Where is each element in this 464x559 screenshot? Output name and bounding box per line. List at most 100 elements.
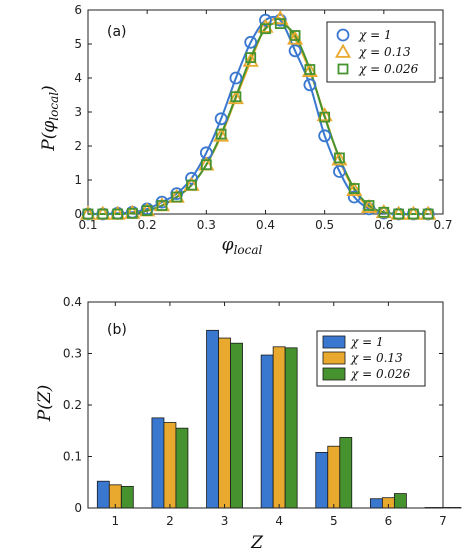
y-tick-label-a: 6 (74, 3, 82, 17)
y-tick-label-a: 0 (74, 207, 82, 221)
circle-marker-series-1 (333, 165, 346, 178)
circle-marker-series-1 (288, 44, 302, 58)
x-tick-label-a: 0.3 (197, 218, 216, 232)
square-marker-series-3 (126, 207, 138, 219)
bar-series-3 (448, 507, 462, 509)
y-tick-label-b: 0 (74, 501, 82, 515)
legend-marker-a (336, 28, 350, 42)
x-tick-label-a: 0.4 (256, 218, 275, 232)
legend-marker-a (334, 43, 352, 58)
square-marker-series-3 (319, 111, 331, 123)
square-marker-series-3 (97, 208, 109, 220)
axes-border-b (87, 301, 444, 509)
square-marker-series-3 (378, 206, 390, 218)
legend-marker-a (337, 63, 349, 75)
legend-label-a: χ = 0.13 (358, 45, 411, 59)
bar-series-3 (230, 342, 243, 509)
legend-label-a: χ = 1 (358, 28, 392, 42)
legend-swatch-b (322, 367, 346, 381)
triangle-marker-series-2 (331, 151, 348, 166)
circle-marker-series-1 (318, 129, 332, 143)
triangle-marker-series-2 (287, 30, 304, 45)
square-marker-series-3 (348, 183, 360, 194)
legend-label-b: χ = 0.026 (350, 367, 411, 381)
square-marker-series-3 (289, 30, 301, 41)
x-tick-label-b: 3 (221, 514, 229, 528)
x-tick-label-b: 5 (330, 514, 338, 528)
x-tick-label-a: 0.6 (374, 218, 393, 232)
y-tick-label-a: 3 (74, 105, 82, 119)
fit-line-series-3 (88, 22, 429, 216)
circle-marker-series-1 (185, 171, 198, 185)
triangle-marker-series-2 (301, 62, 318, 77)
circle-marker-series-1 (229, 71, 243, 85)
bar-series-2 (272, 346, 286, 509)
y-tick-label-a: 2 (74, 139, 82, 153)
y-tick-label-a: 5 (74, 37, 82, 51)
bar-series-1 (151, 417, 165, 509)
square-marker-series-3 (245, 52, 257, 63)
x-tick-label-a: 0.7 (433, 218, 452, 232)
triangle-marker-series-2 (242, 52, 259, 67)
square-marker-series-3 (260, 23, 271, 35)
circle-marker-series-1 (347, 190, 361, 204)
legend-swatch-b (322, 351, 346, 365)
bar-series-3 (120, 485, 134, 509)
square-marker-series-3 (215, 128, 227, 140)
circle-marker-series-1 (155, 195, 169, 209)
square-marker-series-3 (408, 208, 419, 220)
square-marker-series-3 (200, 159, 212, 171)
circle-marker-series-1 (170, 187, 184, 201)
y-tick-label-b: 0.1 (63, 450, 82, 464)
square-marker-series-3 (156, 200, 168, 211)
square-marker-series-3 (422, 208, 434, 220)
bar-series-3 (284, 347, 298, 509)
triangle-marker-series-2 (257, 18, 274, 33)
bar-series-3 (393, 493, 407, 509)
x-tick-label-b: 7 (439, 514, 447, 528)
legend-box-a (326, 21, 436, 83)
square-marker-series-3 (363, 200, 375, 211)
bar-series-2 (327, 445, 341, 509)
panel-label-a: (a) (107, 24, 127, 40)
square-marker-series-3 (112, 208, 123, 220)
y-tick-label-b: 0.4 (63, 295, 82, 309)
legend-label-a: χ = 0.026 (358, 62, 419, 76)
legend-label-b: χ = 1 (350, 335, 384, 349)
circle-marker-series-1 (303, 78, 317, 92)
y-axis-label-a: P(φlocal) (39, 85, 61, 151)
bar-series-1 (206, 329, 219, 509)
bar-series-3 (339, 437, 353, 509)
circle-marker-series-1 (244, 35, 258, 49)
x-tick-label-b: 2 (166, 514, 174, 528)
bar-series-2 (218, 337, 231, 509)
bar-series-3 (175, 427, 189, 509)
plot-area-b: 1 2 3 4 5 6 7 0 0.1 0.2 0.3 0.4 (63, 295, 462, 528)
bar-series-1 (96, 480, 110, 509)
panel-label-b: (b) (107, 322, 127, 338)
triangle-marker-series-2 (316, 107, 333, 122)
x-tick-label-a: 0.5 (315, 218, 334, 232)
square-marker-series-3 (230, 91, 242, 103)
square-marker-series-3 (186, 179, 197, 191)
bar-series-1 (260, 354, 274, 509)
legend-b: χ = 1 χ = 0.13 χ = 0.026 (316, 330, 426, 387)
x-axis-label-a: φlocal (222, 235, 263, 257)
square-marker-series-3 (304, 64, 316, 75)
bar-series-1 (315, 451, 329, 509)
square-marker-series-3 (171, 191, 183, 203)
y-tick-label-b: 0.2 (63, 398, 82, 412)
legend-a: χ = 1 χ = 0.13 χ = 0.026 (326, 21, 436, 83)
triangle-marker-series-2 (213, 127, 230, 142)
x-tick-label-a: 0.1 (78, 218, 97, 232)
triangle-marker-series-2 (227, 90, 244, 105)
legend-swatch-b (322, 335, 346, 349)
y-tick-label-a: 4 (74, 71, 82, 85)
square-marker-series-3 (334, 152, 345, 164)
square-marker-series-3 (274, 18, 286, 30)
circle-marker-series-1 (214, 112, 228, 126)
circle-marker-series-1 (259, 13, 272, 27)
triangle-marker-series-2 (272, 10, 289, 25)
x-tick-label-a: 0.2 (138, 218, 157, 232)
